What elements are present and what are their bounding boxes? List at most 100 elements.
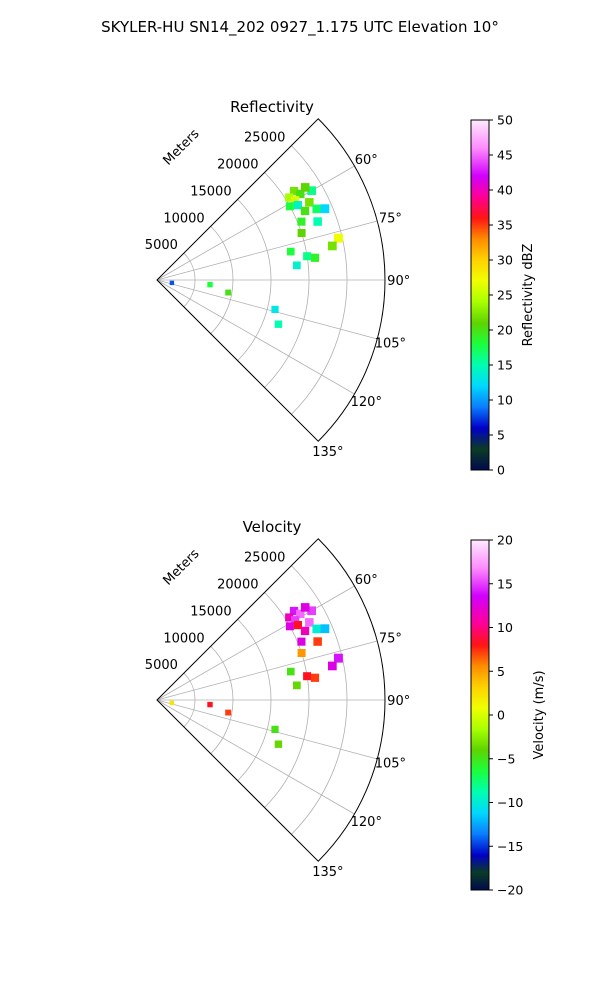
angle-tick-label: 75° <box>379 631 402 646</box>
radial-axis-label: Meters <box>161 126 203 168</box>
radial-tick-label: 15000 <box>190 604 231 619</box>
panel-title: Reflectivity <box>230 98 314 116</box>
echo-cell <box>303 252 312 261</box>
echo-cell <box>303 672 312 681</box>
colorbar-tick-label: 20 <box>497 533 513 548</box>
colorbar-ticks: −20 −15 −10 −5 0 5 10 15 20 <box>489 533 523 898</box>
echo-cell <box>291 196 300 205</box>
echo-cell <box>225 709 232 716</box>
echo-cell <box>287 247 295 256</box>
angle-tick-label: 75° <box>379 211 402 226</box>
angle-tick-label: 105° <box>375 337 406 352</box>
angle-tick-label: 105° <box>375 757 406 772</box>
colorbar-tick-label: −5 <box>497 751 515 766</box>
echo-cell <box>334 653 343 663</box>
echo-cell <box>169 700 175 706</box>
colorbar-tick-label: 35 <box>497 218 513 233</box>
colorbar-tick-label: −10 <box>497 795 523 810</box>
colorbar-tick-label: 5 <box>497 428 505 443</box>
angle-tick-label: 60° <box>355 573 378 588</box>
angle-tick-labels: 60° 75° 90° 105° 120° 135° <box>312 153 410 460</box>
angle-tick-label: 120° <box>351 815 382 830</box>
colorbar-label: Reflectivity dBZ <box>521 244 536 347</box>
echo-cell <box>291 616 300 625</box>
echo-cell <box>287 667 295 676</box>
echo-cell <box>296 189 305 199</box>
colorbar-bar <box>470 539 490 891</box>
colorbar-tick-label: −15 <box>497 839 523 854</box>
angle-tick-label: 60° <box>355 153 378 168</box>
echo-cell <box>313 637 322 646</box>
echo-cell <box>285 613 294 622</box>
echo-cell <box>307 186 316 195</box>
colorbar-tick-label: 45 <box>497 148 513 163</box>
echo-cell <box>312 624 321 634</box>
colorbar-tick-label: 15 <box>497 576 513 591</box>
echo-cell <box>300 206 310 216</box>
colorbar-tick-label: −20 <box>497 883 523 898</box>
colorbar-ticks: 0 5 10 15 20 25 30 35 40 45 50 <box>489 113 513 478</box>
echo-cell <box>296 609 305 619</box>
angle-tick-label: 120° <box>351 395 382 410</box>
echo-cell <box>289 606 299 616</box>
echo-cell <box>271 725 279 733</box>
echo-cell <box>225 289 232 296</box>
echo-cell <box>297 229 306 237</box>
azimuth-line <box>156 279 378 340</box>
azimuth-line <box>156 585 355 701</box>
colorbar-tick-label: 30 <box>497 253 513 268</box>
radial-tick-label: 20000 <box>217 158 258 173</box>
radial-tick-label: 5000 <box>145 238 178 253</box>
reflectivity-panel: Reflectivity Meters 5000 10000 15000 20000 2… <box>145 98 536 478</box>
colorbar: −20 −15 −10 −5 0 5 10 15 20 Velocity (m/s) <box>470 533 547 898</box>
echo-cell <box>207 281 213 288</box>
panel-title: Velocity <box>243 518 302 536</box>
echo-cell <box>310 253 320 262</box>
data-cells <box>169 603 343 748</box>
azimuth-line <box>156 279 355 395</box>
echo-cell <box>307 606 316 616</box>
angle-tick-label: 90° <box>387 694 410 709</box>
colorbar-tick-label: 10 <box>497 620 513 635</box>
velocity-panel: Velocity Meters 5000 10000 15000 20000 25000… <box>145 518 547 898</box>
radial-tick-label: 10000 <box>163 211 204 226</box>
radial-axis-label: Meters <box>161 546 203 588</box>
azimuth-line <box>156 220 378 281</box>
azimuth-line <box>156 699 378 760</box>
echo-cell <box>313 217 322 226</box>
colorbar-bar <box>470 119 490 471</box>
echo-cell <box>297 649 306 657</box>
echo-cell <box>285 202 294 211</box>
echo-cell <box>334 233 343 243</box>
colorbar-tick-label: 10 <box>497 393 513 408</box>
angle-tick-label: 135° <box>312 865 343 880</box>
colorbar-tick-label: 20 <box>497 323 513 338</box>
echo-cell <box>293 681 301 690</box>
radial-tick-label: 25000 <box>244 551 285 566</box>
azimuth-line <box>156 165 355 281</box>
radial-tick-labels: 5000 10000 15000 20000 25000 <box>145 551 286 674</box>
echo-cell <box>207 701 213 708</box>
radial-tick-label: 15000 <box>190 184 231 199</box>
echo-cell <box>305 618 314 627</box>
echo-cell <box>285 193 294 202</box>
echo-cell <box>300 183 310 192</box>
angle-tick-label: 90° <box>387 274 410 289</box>
echo-cell <box>328 241 337 251</box>
azimuth-line <box>156 640 378 701</box>
echo-cell <box>297 217 306 226</box>
echo-cell <box>297 637 306 646</box>
echo-cell <box>169 280 175 286</box>
azimuth-line <box>156 699 355 815</box>
radial-tick-labels: 5000 10000 15000 20000 25000 <box>145 131 286 254</box>
colorbar-tick-label: 15 <box>497 358 513 373</box>
radial-tick-label: 25000 <box>244 131 285 146</box>
colorbar-tick-label: 5 <box>497 664 505 679</box>
colorbar-tick-label: 50 <box>497 113 513 128</box>
echo-cell <box>271 305 279 313</box>
data-cells <box>169 183 343 328</box>
echo-cell <box>305 198 314 207</box>
figure-title: SKYLER-HU SN14_202 0927_1.175 UTC Elevat… <box>101 18 499 37</box>
echo-cell <box>320 204 330 214</box>
